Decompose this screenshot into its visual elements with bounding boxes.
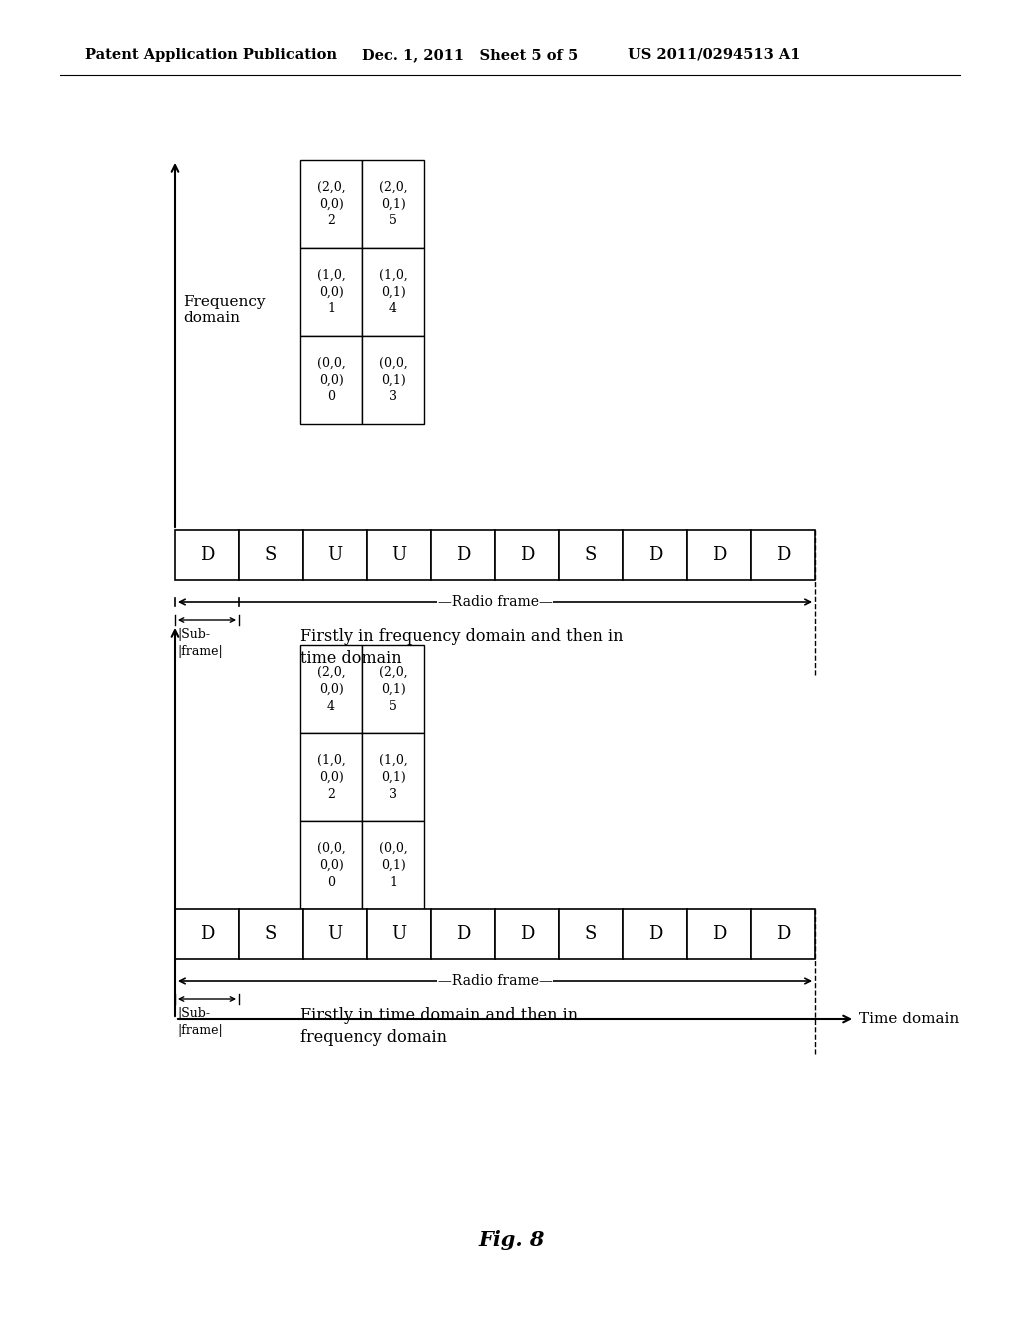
Bar — [303, 909, 367, 960]
Text: D: D — [712, 925, 726, 942]
Text: (2,0,
0,0)
2: (2,0, 0,0) 2 — [316, 181, 345, 227]
Bar — [431, 909, 495, 960]
Text: (0,0,
0,1)
1: (0,0, 0,1) 1 — [379, 842, 408, 888]
Text: frequency domain: frequency domain — [300, 1030, 447, 1045]
Text: D: D — [520, 546, 535, 564]
Text: (1,0,
0,1)
3: (1,0, 0,1) 3 — [379, 754, 408, 800]
Bar — [623, 531, 687, 579]
Bar — [495, 909, 559, 960]
Text: (2,0,
0,0)
4: (2,0, 0,0) 4 — [316, 665, 345, 713]
Text: D: D — [776, 546, 791, 564]
Text: —Radio frame—: —Radio frame— — [437, 974, 552, 987]
Bar — [300, 160, 362, 248]
Text: Frequency
domain: Frequency domain — [183, 294, 265, 325]
Text: (2,0,
0,1)
5: (2,0, 0,1) 5 — [379, 181, 408, 227]
Bar — [495, 531, 559, 579]
Bar — [362, 645, 424, 733]
Bar — [239, 531, 303, 579]
Text: D: D — [648, 546, 663, 564]
Text: D: D — [520, 925, 535, 942]
Text: U: U — [328, 546, 343, 564]
Text: (2,0,
0,1)
5: (2,0, 0,1) 5 — [379, 665, 408, 713]
Text: Patent Application Publication: Patent Application Publication — [85, 48, 337, 62]
Text: (1,0,
0,1)
4: (1,0, 0,1) 4 — [379, 268, 408, 315]
Bar — [303, 531, 367, 579]
Text: D: D — [712, 546, 726, 564]
Bar — [175, 531, 239, 579]
Bar — [300, 821, 362, 909]
Bar — [362, 160, 424, 248]
Text: (0,0,
0,0)
0: (0,0, 0,0) 0 — [316, 356, 345, 404]
Text: D: D — [200, 925, 214, 942]
Text: S: S — [265, 925, 278, 942]
Text: (1,0,
0,0)
1: (1,0, 0,0) 1 — [316, 268, 345, 315]
Bar — [367, 909, 431, 960]
Text: U: U — [391, 546, 407, 564]
Text: Dec. 1, 2011   Sheet 5 of 5: Dec. 1, 2011 Sheet 5 of 5 — [362, 48, 579, 62]
Bar — [751, 909, 815, 960]
Bar — [362, 337, 424, 424]
Bar — [751, 531, 815, 579]
Bar — [559, 531, 623, 579]
Text: D: D — [648, 925, 663, 942]
Text: time domain: time domain — [300, 649, 401, 667]
Text: —Radio frame—: —Radio frame— — [437, 595, 552, 609]
Text: Fig. 8: Fig. 8 — [479, 1230, 545, 1250]
Text: S: S — [585, 925, 597, 942]
Bar — [559, 909, 623, 960]
Text: |Sub-: |Sub- — [177, 628, 210, 642]
Text: U: U — [391, 925, 407, 942]
Text: |frame|: |frame| — [177, 645, 223, 657]
Text: US 2011/0294513 A1: US 2011/0294513 A1 — [628, 48, 801, 62]
Bar — [687, 909, 751, 960]
Text: D: D — [776, 925, 791, 942]
Text: |frame|: |frame| — [177, 1024, 223, 1038]
Text: |Sub-: |Sub- — [177, 1007, 210, 1020]
Bar — [300, 248, 362, 337]
Text: D: D — [456, 546, 470, 564]
Text: (0,0,
0,0)
0: (0,0, 0,0) 0 — [316, 842, 345, 888]
Bar — [367, 531, 431, 579]
Text: U: U — [328, 925, 343, 942]
Bar — [362, 733, 424, 821]
Bar — [431, 531, 495, 579]
Text: D: D — [200, 546, 214, 564]
Text: (0,0,
0,1)
3: (0,0, 0,1) 3 — [379, 356, 408, 404]
Bar — [239, 909, 303, 960]
Text: S: S — [585, 546, 597, 564]
Bar — [300, 337, 362, 424]
Bar — [623, 909, 687, 960]
Text: D: D — [456, 925, 470, 942]
Text: Firstly in frequency domain and then in: Firstly in frequency domain and then in — [300, 628, 624, 645]
Text: Time domain: Time domain — [859, 1012, 959, 1026]
Text: S: S — [265, 546, 278, 564]
Text: (1,0,
0,0)
2: (1,0, 0,0) 2 — [316, 754, 345, 800]
Bar — [362, 821, 424, 909]
Bar — [300, 645, 362, 733]
Bar — [687, 531, 751, 579]
Bar — [362, 248, 424, 337]
Bar — [300, 733, 362, 821]
Text: Firstly in time domain and then in: Firstly in time domain and then in — [300, 1007, 579, 1024]
Bar — [175, 909, 239, 960]
